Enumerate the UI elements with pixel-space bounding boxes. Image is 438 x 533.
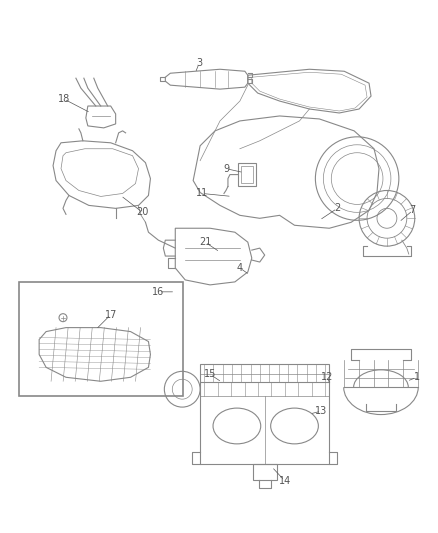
- Text: 9: 9: [223, 164, 229, 174]
- Text: 12: 12: [321, 372, 333, 382]
- Bar: [253, 464, 277, 480]
- Text: 1: 1: [413, 372, 420, 382]
- Bar: [19, 282, 183, 396]
- Text: 11: 11: [196, 189, 208, 198]
- Text: 21: 21: [199, 237, 211, 247]
- Text: 20: 20: [136, 207, 148, 217]
- Text: 15: 15: [204, 369, 216, 379]
- Text: 3: 3: [196, 58, 202, 68]
- Text: 4: 4: [237, 263, 243, 273]
- Text: 2: 2: [334, 204, 340, 213]
- Text: 14: 14: [279, 475, 291, 486]
- Text: 13: 13: [315, 406, 328, 416]
- Text: 7: 7: [410, 205, 416, 215]
- Text: 17: 17: [105, 310, 117, 320]
- Bar: [200, 365, 329, 464]
- Text: 18: 18: [58, 94, 70, 104]
- Text: 16: 16: [152, 287, 165, 297]
